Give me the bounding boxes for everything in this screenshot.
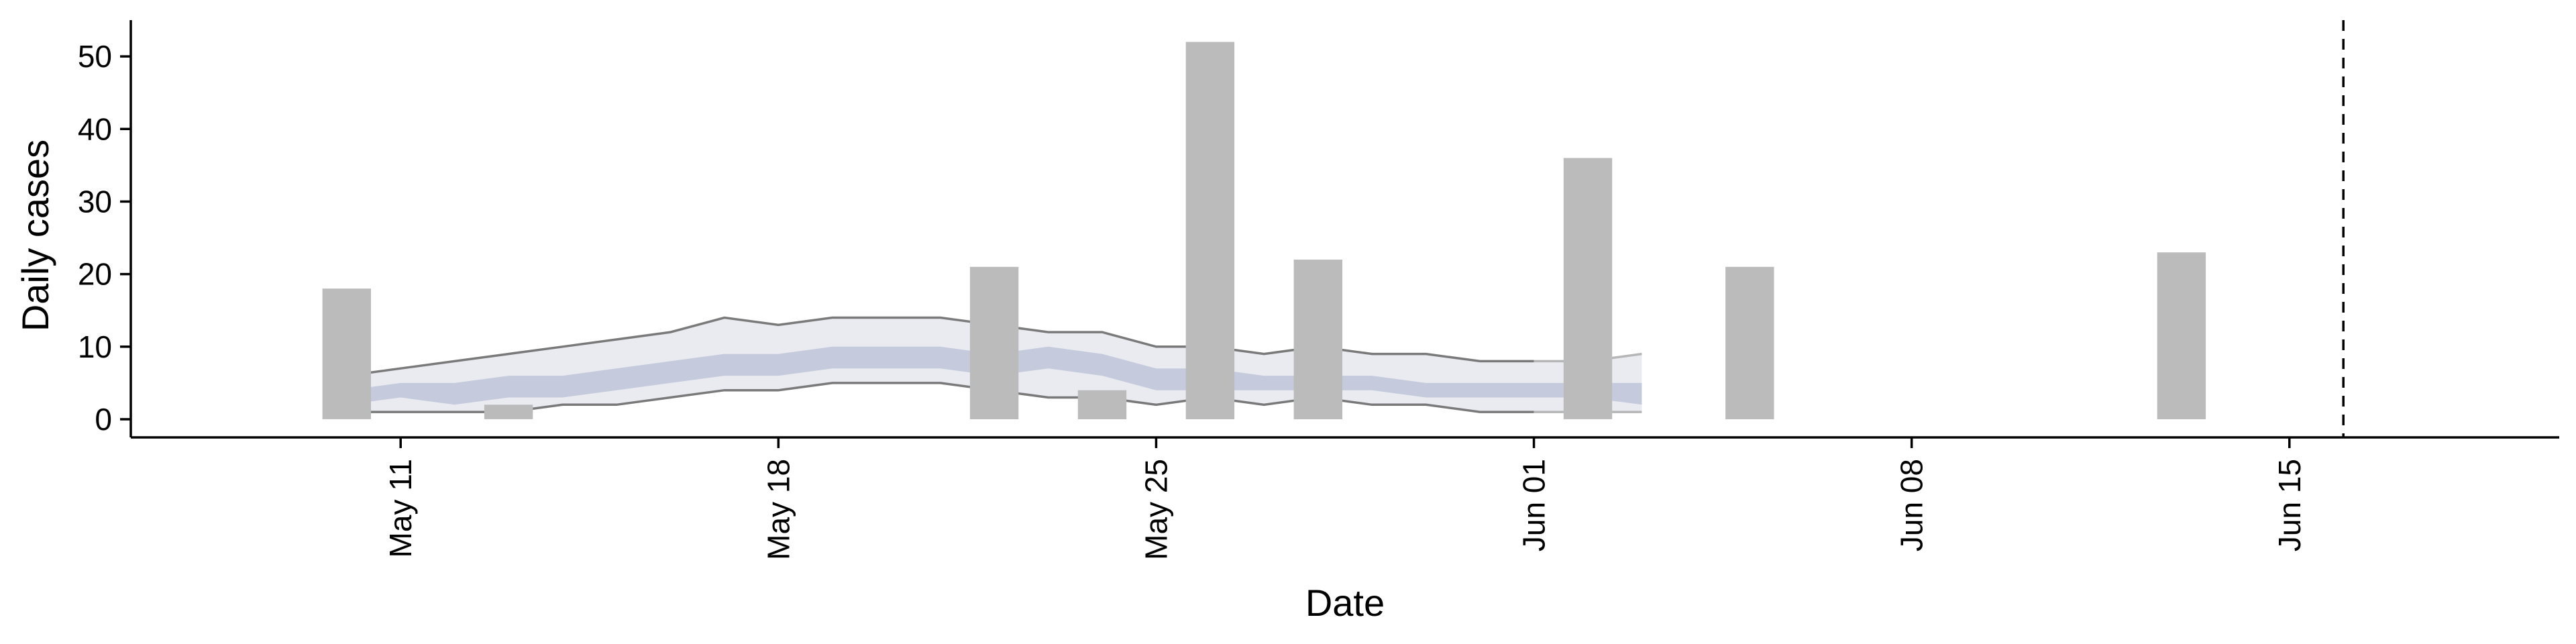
x-tick-label: May 25 <box>1138 459 1173 560</box>
y-tick-label: 20 <box>78 257 112 292</box>
bar <box>1563 158 1613 419</box>
case-bars <box>322 42 2206 419</box>
y-axis-ticks: 0 10 20 30 40 50 <box>78 39 131 437</box>
x-axis-ticks: May 11 May 18 May 25 Jun 01 Jun 08 Jun 15 <box>383 437 2307 560</box>
bar <box>322 288 371 419</box>
bar <box>969 266 1019 419</box>
y-tick-label: 0 <box>95 402 112 437</box>
y-tick-label: 30 <box>78 184 112 219</box>
axes: 0 10 20 30 40 50 May 11 May 18 May 25 Jun 01 Jun … <box>78 20 2559 560</box>
bar <box>484 405 533 419</box>
x-tick-label: Jun 15 <box>2272 459 2307 551</box>
y-tick-label: 40 <box>78 111 112 146</box>
x-tick-label: Jun 08 <box>1894 459 1929 551</box>
bar <box>1077 390 1127 419</box>
bar <box>1185 42 1235 419</box>
plot-area <box>322 20 2345 437</box>
y-tick-label: 50 <box>78 39 112 74</box>
bar <box>1293 260 1342 419</box>
x-tick-label: May 11 <box>383 459 418 557</box>
x-tick-label: Jun 01 <box>1517 459 1552 551</box>
y-axis-title: Daily cases <box>14 140 56 331</box>
x-axis-title: Date <box>1305 582 1385 624</box>
x-tick-label: May 18 <box>761 459 796 560</box>
bar <box>2157 252 2206 419</box>
y-tick-label: 10 <box>78 329 112 364</box>
bar <box>1725 266 1774 419</box>
